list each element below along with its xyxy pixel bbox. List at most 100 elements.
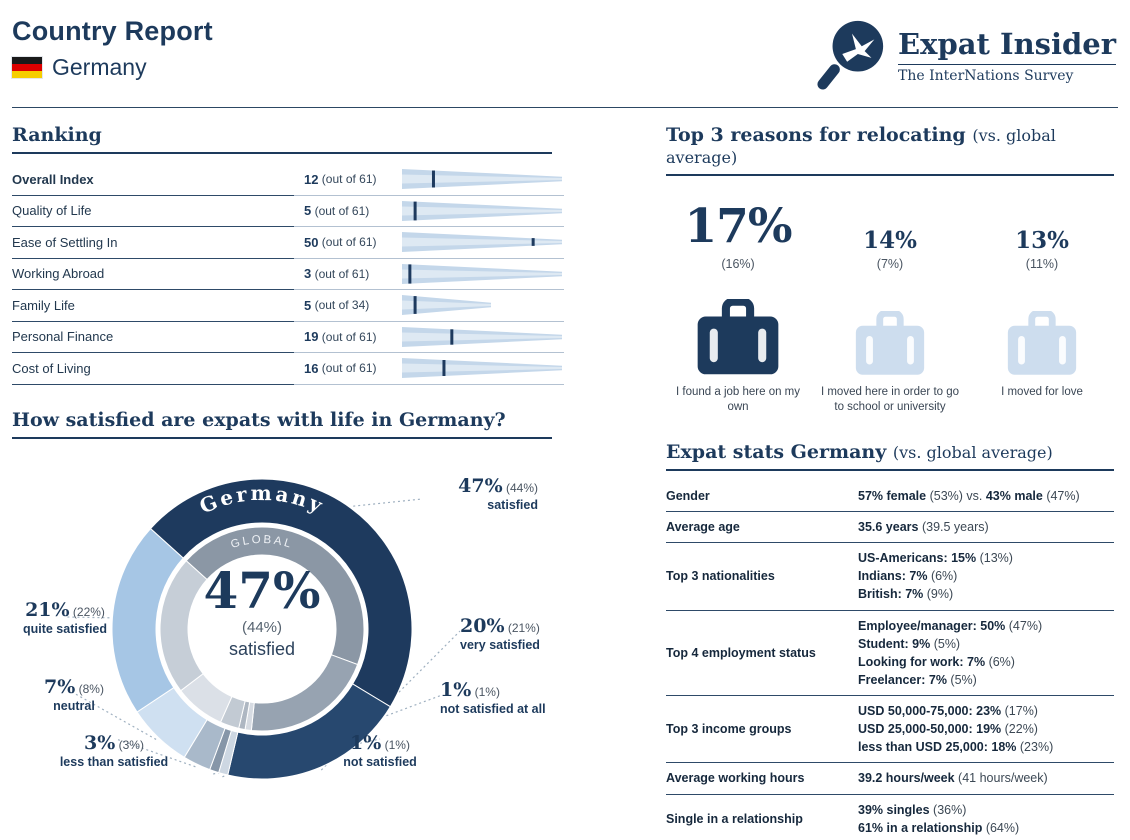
reason-item: 13% (11%) I moved for love (970, 192, 1114, 415)
reason-label: I found a job here on my own (675, 386, 801, 413)
ranking-title: Ranking (12, 124, 552, 154)
stats-row: Top 3 nationalities US-Americans: 15% (13… (666, 543, 1114, 611)
ranking-wedge (402, 295, 491, 316)
reason-label: I moved here in order to go to school or… (820, 386, 960, 413)
stats-label: Top 3 nationalities (666, 569, 775, 584)
stats-value: 35.6 years (39.5 years) (858, 518, 1114, 536)
ranking-rank-total: (out of 61) (311, 266, 370, 281)
callout-value: 21% (22%) (12, 599, 118, 621)
reason-icon-wrap (666, 285, 810, 377)
stats-value: 57% female (53%) vs. 43% male (47%) (858, 487, 1114, 505)
callout-percentage: 3% (84, 731, 116, 754)
reason-global-percentage: (11%) (1025, 257, 1059, 271)
main-columns: Ranking Overall Index 12 (out of 61) Quali… (0, 108, 1130, 840)
germany-flag-icon (12, 57, 42, 78)
satisfaction-title: How satisfied are expats with life in Ge… (12, 409, 552, 439)
satisfaction-donut-area: Germany GLOBAL 47% (44%) satisfied 47% (4… (12, 449, 552, 801)
logo-subtitle: The InterNations Survey (898, 63, 1116, 84)
callout-global-percentage: (22%) (69, 604, 105, 619)
ranking-row: Quality of Life 5 (out of 61) (12, 196, 564, 227)
ranking-row: Cost of Living 16 (out of 61) (12, 353, 564, 385)
ranking-rank-value: 19 (out of 61) (294, 322, 402, 353)
callout-value: 47% (44%) (414, 475, 538, 497)
ranking-row: Working Abroad 3 (out of 61) (12, 259, 564, 290)
ranking-wedge-chart (402, 290, 564, 322)
callout-percentage: 20% (460, 614, 505, 637)
stats-line: less than USD 25,000: 18% (23%) (858, 740, 1054, 755)
ranking-wedge (402, 263, 562, 284)
ranking-row: Family Life 5 (out of 34) (12, 290, 564, 322)
ranking-wedge (402, 169, 562, 190)
callout-global-percentage: (44%) (502, 480, 538, 495)
callout-global-percentage: (21%) (504, 620, 540, 635)
stats-line: 35.6 years (39.5 years) (858, 520, 989, 534)
magnifier-bird-logo-icon (816, 18, 888, 95)
reason-percentage: 14% (863, 227, 917, 254)
stats-line: Freelancer: 7% (5%) (858, 672, 977, 687)
callout-percentage: 1% (350, 731, 382, 754)
ranking-category-label: Family Life (12, 290, 294, 322)
callout-very-satisfied: 20% (21%) very satisfied (460, 615, 552, 652)
ranking-rank-number: 16 (304, 360, 319, 376)
ranking-rank-number: 19 (304, 329, 319, 345)
country-name: Germany (52, 54, 147, 80)
ranking-rank-value: 5 (out of 61) (294, 196, 402, 227)
callout-value: 1% (1%) (330, 732, 430, 754)
ranking-rank-value: 12 (out of 61) (294, 164, 402, 196)
callout-label: very satisfied (460, 637, 540, 652)
page-header: Country Report Germany Expat Insider The… (0, 10, 1130, 105)
ranking-category-label: Cost of Living (12, 353, 294, 385)
ranking-wedge (402, 200, 562, 221)
callout-percentage: 1% (440, 678, 472, 701)
ranking-row: Overall Index 12 (out of 61) (12, 164, 564, 196)
callout-global-percentage: (1%) (471, 684, 500, 699)
donut-center-global: (44%) (241, 619, 282, 636)
donut-center-label: 47% (44%) satisfied (187, 564, 337, 661)
stats-line: 39% singles (36%) (858, 802, 967, 817)
stats-row: Average age 35.6 years (39.5 years) (666, 512, 1114, 544)
callout-value: 1% (1%) (440, 679, 552, 701)
ranking-category-label: Working Abroad (12, 259, 294, 290)
stats-value: 39% singles (36%) 61% in a relationship (… (858, 801, 1114, 837)
briefcase-icon (697, 299, 779, 375)
ranking-rank-number: 12 (304, 171, 319, 187)
page-title: Country Report (12, 16, 213, 46)
reasons-title: Top 3 reasons for relocating (vs. global… (666, 124, 1114, 176)
briefcase-icon (1007, 311, 1077, 375)
stats-line: USD 50,000-75,000: 23% (17%) (858, 704, 1038, 718)
callout-neutral: 7% (8%) neutral (32, 676, 116, 713)
ranking-wedge (402, 326, 562, 347)
ranking-row: Personal Finance 19 (out of 61) (12, 322, 564, 353)
ranking-rank-value: 3 (out of 61) (294, 259, 402, 290)
ranking-rank-value: 50 (out of 61) (294, 227, 402, 259)
reason-percentage: 13% (1015, 227, 1069, 254)
ranking-rank-number: 5 (304, 203, 312, 219)
reason-icon-wrap (818, 285, 962, 377)
ranking-rank-number: 50 (304, 234, 319, 250)
ranking-rank-total: (out of 61) (318, 172, 377, 187)
reason-item: 14% (7%) I moved here in order to go to sc… (818, 192, 962, 415)
callout-label: quite satisfied (22, 621, 108, 636)
ranking-rank-value: 5 (out of 34) (294, 290, 402, 322)
satisfaction-section: How satisfied are expats with life in Ge… (12, 409, 552, 801)
ranking-section: Ranking Overall Index 12 (out of 61) Quali… (12, 124, 564, 385)
ranking-category-label: Ease of Settling In (12, 227, 294, 259)
ranking-wedge (402, 232, 562, 253)
global-ring-label: GLOBAL (229, 533, 294, 550)
stats-label: Average working hours (666, 771, 805, 786)
stats-value: US-Americans: 15% (13%) Indians: 7% (6%) B… (858, 549, 1114, 603)
stats-row: Average working hours 39.2 hours/week (41… (666, 763, 1114, 795)
stats-label: Average age (666, 520, 740, 535)
ranking-rank-total: (out of 61) (311, 203, 370, 218)
ranking-wedge-chart (402, 322, 564, 353)
logo-title: Expat Insider (898, 27, 1116, 62)
callout-not-satisfied: 1% (1%) not satisfied (330, 732, 430, 769)
stats-value: 39.2 hours/week (41 hours/week) (858, 769, 1114, 787)
logo-text: Expat Insider The InterNations Survey (898, 27, 1116, 84)
stats-line: Employee/manager: 50% (47%) (858, 618, 1043, 633)
stats-title: Expat stats Germany (vs. global average) (666, 441, 1114, 471)
stats-line: 61% in a relationship (64%) (858, 820, 1020, 835)
reason-percentage: 17% (684, 199, 792, 254)
reasons-grid: 17% (16%) I found a job here on my own 14% (… (666, 192, 1114, 415)
